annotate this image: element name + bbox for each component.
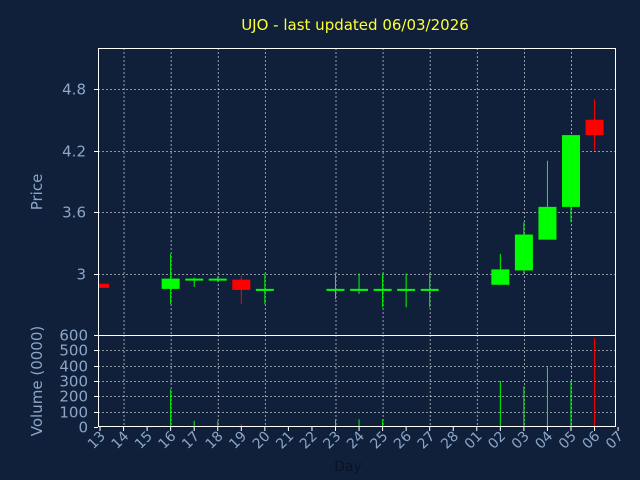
candle-body [373, 288, 392, 291]
volume-tick-label: 300 [59, 373, 88, 391]
day-tick-label: 20 [250, 429, 274, 453]
price-tick-label: 3 [76, 266, 86, 284]
day-tick-label: 04 [532, 428, 556, 452]
day-tick-label: 21 [273, 429, 297, 453]
day-tick-label: 28 [438, 429, 462, 453]
volume-grid [98, 335, 616, 427]
volume-axis-label: Volume (0000) [28, 326, 46, 436]
day-tick-label: 01 [462, 429, 486, 453]
chart-title: UJO - last updated 06/03/2026 [241, 16, 469, 34]
day-tick-label: 26 [391, 428, 415, 452]
volume-tick-label: 400 [59, 358, 88, 376]
volume-tick-label: 100 [59, 404, 88, 422]
price-axis-label: Price [28, 174, 46, 211]
candle-body [326, 288, 345, 291]
plot-frames [98, 48, 616, 427]
volume-tick-label: 200 [59, 388, 88, 406]
day-tick-label: 16 [156, 428, 180, 452]
candle-body [185, 278, 204, 281]
day-tick-label: 27 [415, 429, 439, 453]
day-tick-label: 05 [556, 429, 580, 453]
volume-tick-label: 500 [59, 342, 88, 360]
candle-body [232, 279, 251, 290]
volume-plot-frame [98, 335, 616, 427]
candle-body [420, 288, 439, 291]
candle-body [350, 288, 369, 291]
day-tick-label: 02 [485, 429, 509, 453]
volume-tick-label: 0 [78, 419, 88, 437]
candlesticks [98, 99, 604, 308]
price-tick-label: 4.2 [62, 143, 86, 161]
candle-body [562, 135, 580, 207]
price-y-ticks: 3 3.6 4.2 4.8 [62, 81, 98, 284]
day-tick-label: 24 [344, 428, 368, 452]
day-tick-label: 03 [509, 429, 533, 453]
day-tick-label: 06 [579, 428, 603, 452]
volume-tick-label: 600 [59, 327, 88, 345]
day-tick-label: 14 [108, 428, 132, 452]
x-axis-ticks: 13 14 15 16 17 18 19 20 21 22 23 24 25 26 27 28 01 02 03 04… [85, 427, 627, 452]
day-tick-label: 22 [297, 429, 321, 453]
x-axis-label: Day [334, 459, 362, 475]
candle-body [514, 234, 533, 271]
candle-body [397, 288, 416, 291]
day-tick-label: 17 [179, 429, 203, 453]
candle-body [255, 288, 274, 291]
candle-body [585, 119, 604, 136]
candle-body [538, 206, 557, 240]
day-tick-label: 15 [132, 429, 156, 453]
candle-body [491, 269, 510, 285]
candle-body [161, 278, 180, 289]
price-tick-label: 3.6 [62, 204, 86, 222]
volume-bars [170, 338, 596, 427]
price-tick-label: 4.8 [62, 81, 86, 99]
candle-body [208, 278, 227, 281]
day-tick-label: 25 [368, 429, 392, 453]
price-plot-frame [98, 48, 616, 336]
day-tick-label: 19 [226, 429, 250, 453]
day-tick-label: 18 [203, 429, 227, 453]
price-grid [98, 48, 616, 335]
day-tick-label: 13 [85, 429, 109, 453]
candle-body [98, 283, 109, 288]
day-tick-label: 23 [320, 429, 344, 453]
day-tick-label: 07 [603, 429, 627, 453]
